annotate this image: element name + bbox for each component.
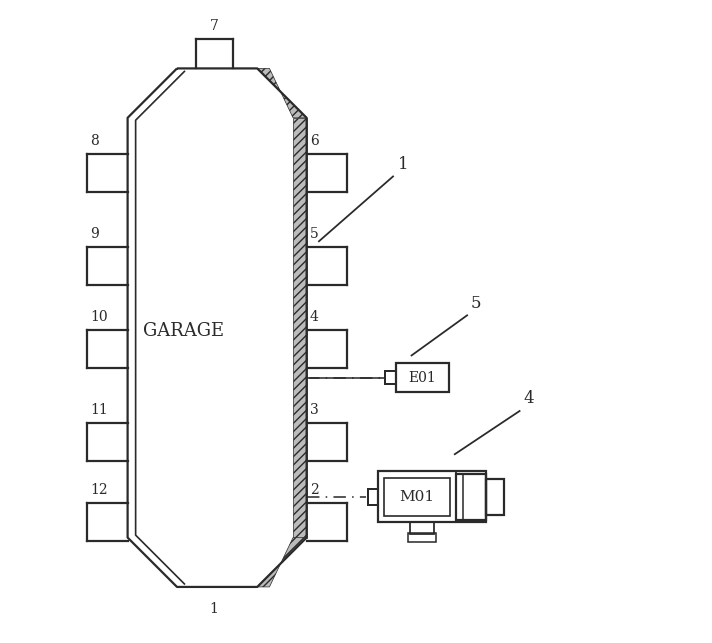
Text: 9: 9 <box>90 226 99 240</box>
Bar <box>408 533 436 542</box>
Polygon shape <box>257 538 307 587</box>
Bar <box>377 471 486 522</box>
Text: 5: 5 <box>471 294 481 312</box>
Text: 11: 11 <box>90 403 108 417</box>
Bar <box>486 479 504 514</box>
Bar <box>410 522 434 534</box>
Text: 4: 4 <box>310 310 318 324</box>
Bar <box>384 478 450 516</box>
Polygon shape <box>257 68 307 118</box>
Text: 1: 1 <box>398 156 409 174</box>
Text: GARAGE: GARAGE <box>143 322 224 340</box>
Text: 6: 6 <box>310 134 318 148</box>
Bar <box>367 489 377 505</box>
Text: 12: 12 <box>90 483 108 497</box>
Text: 8: 8 <box>90 134 99 148</box>
Text: 7: 7 <box>209 19 219 33</box>
Text: 5: 5 <box>310 226 318 240</box>
Bar <box>456 474 486 520</box>
Text: 1: 1 <box>209 602 219 617</box>
Text: M01: M01 <box>399 490 434 504</box>
Text: 3: 3 <box>310 403 318 417</box>
Polygon shape <box>293 118 307 538</box>
Bar <box>396 363 449 392</box>
Text: 4: 4 <box>523 390 534 407</box>
Text: E01: E01 <box>409 370 436 385</box>
Text: 2: 2 <box>310 483 318 497</box>
Text: 10: 10 <box>90 310 108 324</box>
Bar <box>385 371 396 385</box>
